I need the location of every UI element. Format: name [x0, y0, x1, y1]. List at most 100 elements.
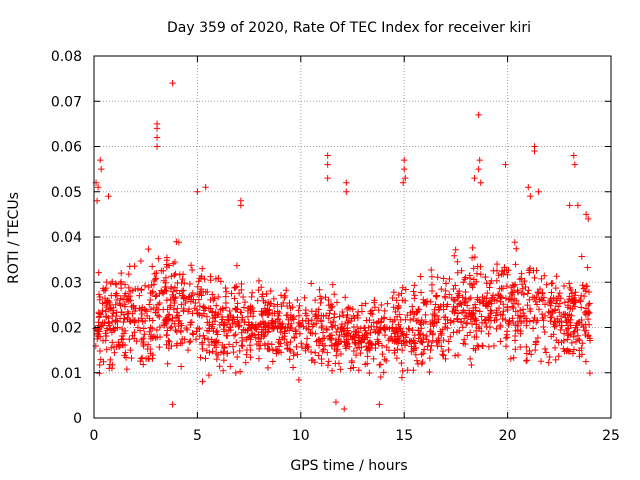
- data-point: [516, 275, 524, 283]
- data-point: [418, 325, 425, 332]
- data-point: [250, 308, 258, 315]
- data-point: [243, 336, 250, 343]
- data-point: [329, 281, 336, 288]
- data-point: [539, 289, 546, 297]
- data-point: [211, 312, 218, 319]
- data-point: [467, 316, 474, 323]
- data-point: [490, 267, 497, 274]
- outlier-point: [153, 143, 161, 150]
- data-point: [444, 301, 451, 308]
- outlier-point: [93, 197, 101, 204]
- data-point: [222, 284, 229, 292]
- data-point: [435, 338, 443, 346]
- data-point: [558, 317, 565, 325]
- data-point: [303, 312, 311, 319]
- data-point: [290, 349, 298, 357]
- data-point: [503, 282, 511, 290]
- data-point: [474, 294, 481, 301]
- data-point: [332, 360, 339, 367]
- y-tick-label: 0: [73, 411, 82, 427]
- data-point: [368, 323, 375, 330]
- data-point: [277, 328, 284, 336]
- data-point: [188, 318, 195, 326]
- data-point: [298, 343, 306, 351]
- data-point: [136, 292, 143, 299]
- data-point: [222, 293, 230, 300]
- data-point: [477, 263, 484, 270]
- data-point: [555, 339, 562, 346]
- data-point: [475, 343, 482, 350]
- data-point: [460, 279, 467, 286]
- data-point: [295, 307, 302, 314]
- outlier-point: [324, 161, 331, 168]
- data-point: [439, 351, 446, 358]
- data-point: [220, 325, 227, 333]
- data-point: [101, 295, 109, 302]
- data-point: [227, 312, 234, 319]
- data-point: [514, 322, 521, 330]
- data-point: [323, 326, 331, 334]
- data-point: [180, 308, 187, 315]
- data-point: [310, 321, 318, 328]
- data-point: [582, 358, 590, 365]
- data-point: [187, 321, 194, 329]
- data-point: [522, 357, 530, 365]
- data-point: [326, 336, 334, 344]
- data-point: [527, 351, 535, 358]
- data-point: [127, 318, 134, 325]
- data-point: [391, 349, 398, 357]
- data-point: [131, 319, 138, 326]
- data-point: [419, 350, 427, 357]
- data-point: [340, 327, 347, 334]
- data-point: [324, 362, 332, 369]
- data-point: [333, 352, 340, 359]
- data-point: [496, 285, 503, 292]
- data-point: [532, 298, 539, 305]
- data-point: [322, 294, 329, 301]
- data-point: [215, 339, 222, 346]
- data-point: [534, 288, 541, 296]
- data-point: [275, 343, 283, 350]
- data-point: [201, 335, 208, 342]
- data-point: [500, 270, 507, 278]
- data-point: [254, 297, 261, 304]
- data-point: [196, 332, 203, 340]
- data-point: [382, 326, 389, 333]
- outlier-point: [97, 156, 104, 164]
- data-point: [497, 338, 504, 345]
- data-point: [201, 304, 208, 311]
- data-point: [576, 347, 583, 354]
- data-point: [418, 338, 425, 345]
- data-point: [319, 347, 326, 355]
- data-point: [411, 311, 418, 318]
- data-point: [173, 309, 181, 316]
- data-point: [340, 333, 348, 340]
- data-point: [194, 283, 201, 290]
- data-point: [510, 282, 518, 290]
- data-point: [265, 324, 273, 331]
- data-point: [379, 350, 386, 358]
- data-point: [315, 336, 323, 343]
- data-point: [328, 331, 336, 339]
- data-point: [114, 324, 121, 331]
- data-point: [418, 319, 425, 326]
- data-point: [548, 289, 555, 296]
- data-point: [109, 307, 117, 314]
- data-point: [201, 275, 208, 283]
- data-point: [339, 308, 346, 316]
- data-point: [199, 378, 206, 385]
- data-point: [527, 308, 534, 315]
- data-point: [166, 311, 173, 318]
- data-point: [124, 314, 131, 321]
- data-point: [128, 354, 135, 362]
- data-point: [241, 298, 249, 306]
- data-point: [463, 312, 470, 320]
- data-point: [578, 253, 585, 260]
- data-point: [556, 308, 563, 316]
- data-point: [452, 307, 460, 314]
- data-point: [460, 340, 467, 347]
- data-point: [428, 342, 435, 349]
- data-point: [103, 278, 110, 286]
- data-point: [266, 345, 273, 353]
- data-point: [578, 292, 585, 299]
